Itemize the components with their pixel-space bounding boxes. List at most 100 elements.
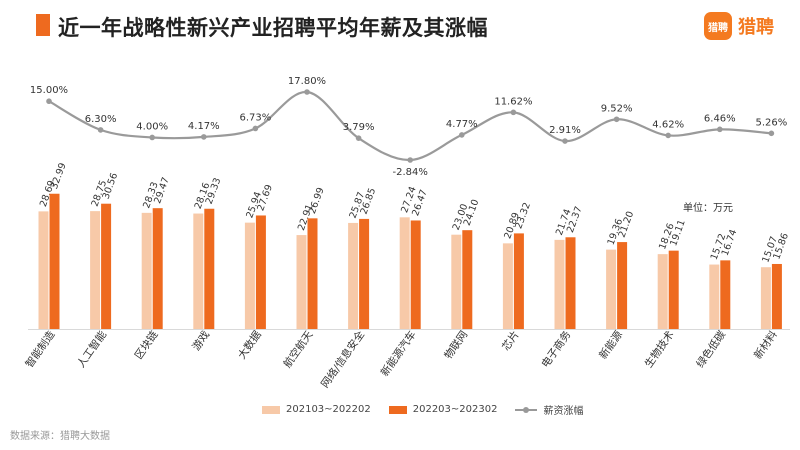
bar-value-label: 29.47 — [152, 176, 172, 205]
bar-series2 — [101, 203, 112, 329]
growth-value-label: 17.80% — [288, 76, 326, 87]
category-tick-label: 新材料 — [751, 328, 780, 362]
bar-series1 — [760, 267, 771, 329]
growth-point — [252, 125, 259, 132]
chart-title: 近一年战略性新兴产业招聘平均年薪及其涨幅 — [58, 16, 488, 40]
growth-point — [459, 132, 465, 138]
bar-value-label: 16.74 — [720, 228, 740, 257]
category-tick-label: 新能源汽车 — [378, 328, 419, 378]
bar-series2 — [513, 233, 524, 329]
category-tick-label: 游戏 — [190, 328, 213, 353]
growth-value-label: 5.26% — [756, 117, 788, 128]
growth-value-label: 4.17% — [188, 121, 220, 132]
growth-point — [510, 109, 517, 116]
legend-item-growth: 薪资涨幅 — [515, 402, 583, 417]
bar-series2 — [565, 237, 576, 329]
bar-series2 — [307, 218, 318, 329]
growth-point — [201, 134, 207, 140]
growth-value-label: 11.62% — [494, 96, 532, 107]
title-accent-bar — [36, 14, 50, 36]
bar-series1 — [244, 222, 255, 329]
bar-series1 — [606, 249, 617, 329]
bar-value-label: 30.56 — [101, 171, 121, 200]
category-tick-label: 智能制造 — [23, 328, 58, 370]
bar-series2 — [617, 242, 628, 329]
category-tick-label: 物联网 — [442, 328, 471, 361]
growth-value-label: 6.46% — [704, 113, 736, 124]
category-tick-label: 大数据 — [235, 328, 264, 362]
legend-label-series2: 202203~202302 — [412, 404, 498, 415]
growth-value-label: 6.30% — [85, 114, 117, 125]
growth-point — [149, 134, 155, 141]
unit-label: 单位：万元 — [683, 203, 733, 214]
growth-point — [562, 138, 568, 144]
legend-item-series2: 202203~202302 — [388, 404, 498, 415]
growth-point — [355, 135, 362, 141]
bar-value-label: 32.99 — [49, 161, 69, 190]
bar-value-label: 19.11 — [668, 218, 688, 247]
bar-series1 — [38, 211, 49, 329]
bar-value-label: 24.10 — [462, 198, 482, 227]
bar-series2 — [359, 218, 370, 329]
growth-point — [46, 98, 52, 105]
data-source: 数据来源：猎聘大数据 — [10, 431, 110, 442]
legend-label-growth: 薪资涨幅 — [543, 406, 584, 417]
category-tick-label: 电子商务 — [539, 328, 574, 370]
bar-series1 — [141, 212, 152, 329]
category-tick-label: 芯片 — [499, 328, 522, 353]
growth-point — [407, 157, 414, 163]
logo-text: 猎聘 — [738, 17, 774, 38]
category-tick-label: 网络/信息安全 — [318, 328, 367, 390]
legend-swatch-growth — [515, 406, 538, 413]
bar-series1 — [554, 239, 565, 329]
chart-legend: 202103~202202 202203~202302 薪资涨幅 — [262, 402, 583, 417]
bar-value-label: 15.86 — [771, 232, 791, 261]
bar-series2 — [255, 215, 266, 329]
category-tick-label: 绿色低碳 — [694, 328, 729, 370]
bar-series1 — [709, 264, 720, 329]
bar-series1 — [193, 213, 204, 329]
growth-point — [665, 132, 671, 139]
category-tick-label: 生物技术 — [642, 328, 677, 370]
bar-series2 — [668, 250, 679, 329]
bar-series1 — [399, 217, 410, 329]
bar-value-label: 23.32 — [513, 201, 533, 230]
bar-series2 — [720, 260, 731, 329]
legend-label-series1: 202103~202202 — [286, 404, 371, 415]
bar-value-label: 26.85 — [359, 187, 379, 216]
growth-point — [717, 126, 723, 133]
category-tick-label: 航空航天 — [281, 328, 316, 370]
growth-value-label: 15.00% — [30, 85, 68, 96]
growth-value-label: 4.77% — [446, 119, 478, 130]
growth-value-label: 6.73% — [240, 112, 272, 123]
growth-value-label: 4.00% — [136, 121, 168, 132]
growth-value-label: 2.91% — [549, 125, 581, 136]
category-tick-label: 人工智能 — [74, 328, 109, 370]
category-tick-label: 区块链 — [132, 328, 161, 362]
category-tick-label: 新能源 — [596, 328, 625, 362]
brand-logo: 猎聘 猎聘 — [704, 12, 774, 40]
legend-item-series1: 202103~202202 — [262, 404, 371, 415]
growth-point — [97, 127, 104, 133]
growth-value-label: 3.79% — [343, 122, 375, 133]
bar-value-label: 26.99 — [307, 186, 327, 215]
growth-point — [768, 130, 775, 137]
growth-value-label: -2.84% — [393, 167, 428, 178]
bar-series1 — [657, 254, 668, 329]
bar-series1 — [451, 234, 462, 329]
growth-value-label: 9.52% — [601, 103, 633, 114]
bar-series1 — [296, 235, 307, 329]
growth-value-label: 4.62% — [652, 119, 684, 130]
bar-value-label: 29.33 — [204, 176, 224, 205]
legend-swatch-series1 — [262, 405, 280, 414]
growth-point — [304, 89, 310, 95]
bar-series2 — [49, 193, 60, 329]
legend-swatch-series2 — [388, 405, 407, 414]
bar-series2 — [204, 208, 215, 329]
bar-series2 — [771, 263, 782, 329]
bar-value-label: 27.69 — [255, 183, 275, 212]
bar-series2 — [462, 230, 473, 329]
growth-point — [613, 116, 620, 123]
bar-series2 — [410, 220, 421, 329]
